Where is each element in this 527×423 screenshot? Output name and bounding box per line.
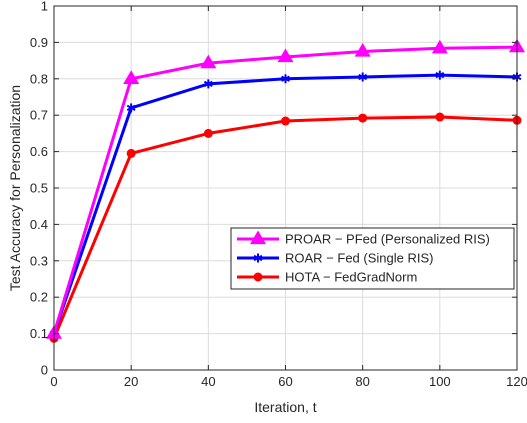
- x-tick-label: 0: [50, 374, 57, 389]
- y-tick-label: 0.9: [30, 35, 48, 50]
- series-2-point: [358, 72, 368, 82]
- y-tick-label: 0.6: [30, 144, 48, 159]
- series-1-point: [200, 54, 217, 69]
- x-axis-label: Iteration, t: [254, 399, 316, 415]
- y-axis-label: Test Accuracy for Personalization: [7, 85, 23, 291]
- series-layer: [46, 38, 525, 343]
- legend-label: ROAR − Fed (Single RIS): [285, 251, 433, 266]
- legend: PROAR − PFed (Personalized RIS) ROAR − Fe…: [230, 227, 515, 290]
- series-3-point: [126, 148, 136, 158]
- series-2-point: [435, 70, 445, 80]
- series-2-point: [281, 74, 290, 84]
- y-tick-label: 1: [41, 0, 48, 14]
- series-3-point: [203, 128, 213, 138]
- x-tick-label: 20: [124, 374, 138, 389]
- series-1-point: [123, 70, 140, 84]
- series-2-point: [126, 103, 136, 113]
- y-tick-label: 0.8: [30, 71, 48, 86]
- y-tick-label: 0.2: [30, 290, 48, 305]
- legend-label: PROAR − PFed (Personalized RIS): [285, 232, 490, 247]
- y-tick-label: 0.7: [30, 108, 48, 123]
- y-tick-label: 0.3: [30, 253, 48, 268]
- x-tick-label: 100: [429, 374, 451, 389]
- y-tick-label: 0: [41, 363, 48, 378]
- y-tick-label: 0.1: [30, 326, 48, 341]
- series-1-point: [354, 43, 371, 57]
- series-2-point: [203, 79, 213, 89]
- x-tick-label: 120: [506, 374, 527, 389]
- legend-swatch-marker: [253, 272, 263, 282]
- y-tick-label: 0.5: [30, 181, 48, 196]
- series-1: [46, 38, 525, 339]
- legend-label: HOTA − FedGradNorm: [285, 270, 417, 285]
- series-1-point: [277, 48, 294, 63]
- series-3-point: [281, 116, 290, 126]
- y-tick-label: 0.4: [30, 217, 48, 232]
- legend-item: HOTA − FedGradNorm: [237, 270, 417, 285]
- legend-swatch-marker: [253, 253, 263, 263]
- series-3-point: [435, 112, 445, 122]
- legend-item: PROAR − PFed (Personalized RIS): [237, 230, 490, 247]
- x-tick-label: 60: [278, 374, 292, 389]
- series-1-point: [431, 39, 448, 54]
- legend-item: ROAR − Fed (Single RIS): [237, 251, 433, 266]
- x-axis: 0 20 40 60 80 100 120: [50, 6, 527, 389]
- x-tick-label: 40: [201, 374, 215, 389]
- x-tick-label: 80: [355, 374, 369, 389]
- legend-swatch-marker: [250, 230, 266, 245]
- y-axis: 0 0.1 0.2 0.3 0.4 0.5 0.6 0.7 0.8 0.9 1: [30, 0, 517, 378]
- series-3-point: [358, 113, 368, 123]
